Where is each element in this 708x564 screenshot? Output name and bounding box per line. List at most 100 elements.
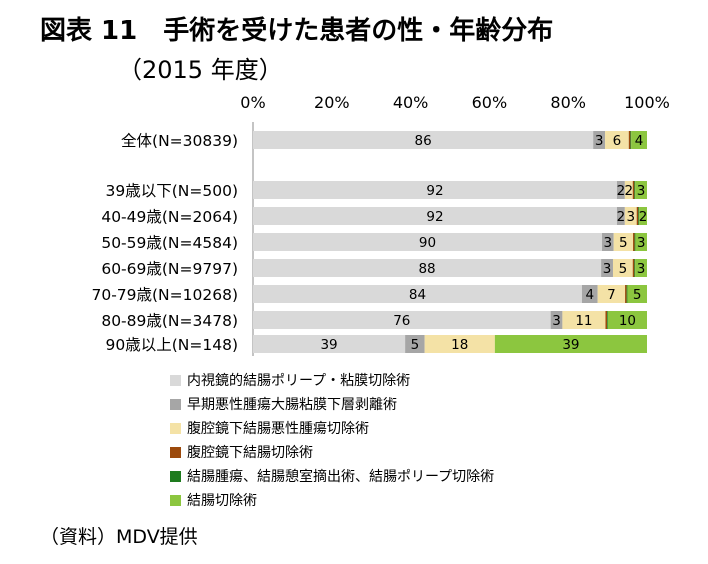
chart-title: 図表 11 手術を受けた患者の性・年齢分布 bbox=[40, 16, 554, 46]
data-label: 39 bbox=[562, 337, 579, 353]
x-tick-label: 80% bbox=[550, 93, 586, 112]
data-label: 5 bbox=[411, 337, 420, 353]
data-label: 4 bbox=[635, 133, 644, 149]
legend-label: 結腸腫瘍、結腸憩室摘出術、結腸ポリープ切除術 bbox=[187, 469, 495, 485]
legend-swatch bbox=[170, 398, 181, 410]
bar-segment bbox=[253, 131, 594, 149]
legend-swatch bbox=[170, 470, 181, 482]
legend-label: 腹腔鏡下結腸悪性腫瘍切除術 bbox=[187, 421, 369, 437]
bar-segment bbox=[635, 259, 647, 277]
bar-segment bbox=[616, 207, 625, 225]
bar-segment bbox=[624, 207, 637, 225]
category-label: 90歳以上(N=148) bbox=[106, 336, 238, 354]
bar-segment bbox=[562, 311, 606, 329]
data-label: 3 bbox=[626, 209, 635, 225]
bar-segment bbox=[253, 181, 617, 199]
bar-segment bbox=[630, 131, 632, 149]
bar-segment bbox=[638, 207, 640, 225]
chart-subtitle: （2015 年度） bbox=[118, 56, 283, 84]
bar-segment bbox=[494, 335, 647, 353]
category-label: 60-69歳(N=9797) bbox=[101, 260, 238, 278]
data-label: 5 bbox=[633, 287, 642, 303]
bar-segment bbox=[605, 131, 629, 149]
legend-swatch bbox=[170, 422, 181, 434]
legend-item: 結腸腫瘍、結腸憩室摘出術、結腸ポリープ切除術 bbox=[170, 464, 494, 488]
legend-swatch bbox=[170, 494, 181, 506]
legend-label: 腹腔鏡下結腸切除術 bbox=[187, 445, 313, 461]
bar-segment bbox=[253, 285, 582, 303]
bar-segment bbox=[597, 285, 626, 303]
bar-segment bbox=[602, 233, 614, 251]
bar-segment bbox=[628, 131, 631, 149]
bar-segment bbox=[253, 335, 406, 353]
bar-segment bbox=[253, 233, 603, 251]
bar-segment bbox=[253, 259, 602, 277]
bar-segment bbox=[424, 335, 495, 353]
bar-segment bbox=[626, 285, 628, 303]
legend-label: 早期悪性腫瘍大腸粘膜下層剥離術 bbox=[187, 397, 397, 413]
data-label: 2 bbox=[639, 209, 648, 225]
data-label: 11 bbox=[575, 313, 592, 329]
bar-segment bbox=[635, 181, 647, 199]
bar-segment bbox=[550, 311, 563, 329]
data-label: 3 bbox=[604, 235, 613, 251]
data-label: 3 bbox=[637, 235, 646, 251]
bar-segment bbox=[581, 285, 598, 303]
legend-item: 腹腔鏡下結腸悪性腫瘍切除術 bbox=[170, 416, 494, 440]
data-label: 5 bbox=[619, 235, 628, 251]
legend-item: 結腸切除術 bbox=[170, 488, 494, 512]
category-label: 全体(N=30839) bbox=[121, 132, 238, 150]
bar-segment bbox=[632, 259, 635, 277]
chart-legend: 内視鏡的結腸ポリープ・粘膜切除術 早期悪性腫瘍大腸粘膜下層剥離術 腹腔鏡下結腸悪性腫… bbox=[170, 368, 494, 512]
data-label: 3 bbox=[595, 133, 604, 149]
data-label: 7 bbox=[607, 287, 616, 303]
bar-segment bbox=[405, 335, 425, 353]
category-label: 80-89歳(N=3478) bbox=[101, 312, 238, 330]
source-note: （資料）MDV提供 bbox=[40, 526, 198, 548]
data-label: 92 bbox=[426, 183, 443, 199]
bar-segment bbox=[634, 259, 636, 277]
bar-segment bbox=[607, 311, 647, 329]
x-tick-label: 100% bbox=[624, 93, 670, 112]
bar-segment bbox=[631, 131, 647, 149]
data-label: 4 bbox=[586, 287, 595, 303]
legend-item: 早期悪性腫瘍大腸粘膜下層剥離術 bbox=[170, 392, 494, 416]
bar-segment bbox=[593, 131, 606, 149]
x-tick-label: 0% bbox=[240, 93, 265, 112]
bar-segment bbox=[636, 207, 639, 225]
legend-item: 腹腔鏡下結腸切除術 bbox=[170, 440, 494, 464]
bar-segment bbox=[253, 311, 551, 329]
bar-segment bbox=[633, 233, 635, 251]
bar-segment bbox=[632, 181, 635, 199]
category-label: 40-49歳(N=2064) bbox=[101, 208, 238, 226]
bar-segment bbox=[625, 285, 627, 303]
bar-segment bbox=[605, 311, 608, 329]
data-label: 10 bbox=[619, 313, 636, 329]
data-label: 6 bbox=[613, 133, 622, 149]
legend-swatch bbox=[170, 374, 181, 386]
legend-item: 内視鏡的結腸ポリープ・粘膜切除術 bbox=[170, 368, 494, 392]
x-tick-label: 40% bbox=[393, 93, 429, 112]
data-label: 18 bbox=[451, 337, 468, 353]
data-label: 3 bbox=[603, 261, 612, 277]
bar-segment bbox=[635, 233, 647, 251]
x-tick-label: 20% bbox=[314, 93, 350, 112]
data-label: 39 bbox=[320, 337, 337, 353]
data-label: 88 bbox=[418, 261, 435, 277]
data-label: 90 bbox=[419, 235, 436, 251]
data-label: 84 bbox=[409, 287, 426, 303]
bar-segment bbox=[634, 233, 636, 251]
legend-label: 結腸切除術 bbox=[187, 493, 257, 509]
bar-segment bbox=[612, 259, 633, 277]
bar-segment bbox=[601, 259, 613, 277]
data-label: 2 bbox=[617, 209, 626, 225]
legend-label: 内視鏡的結腸ポリープ・粘膜切除術 bbox=[187, 373, 411, 389]
bar-segment bbox=[607, 311, 608, 329]
data-label: 3 bbox=[637, 261, 646, 277]
data-label: 86 bbox=[415, 133, 432, 149]
data-label: 2 bbox=[617, 183, 626, 199]
bar-segment bbox=[616, 181, 625, 199]
category-label: 50-59歳(N=4584) bbox=[101, 234, 238, 252]
data-label: 3 bbox=[552, 313, 561, 329]
bar-segment bbox=[624, 181, 633, 199]
